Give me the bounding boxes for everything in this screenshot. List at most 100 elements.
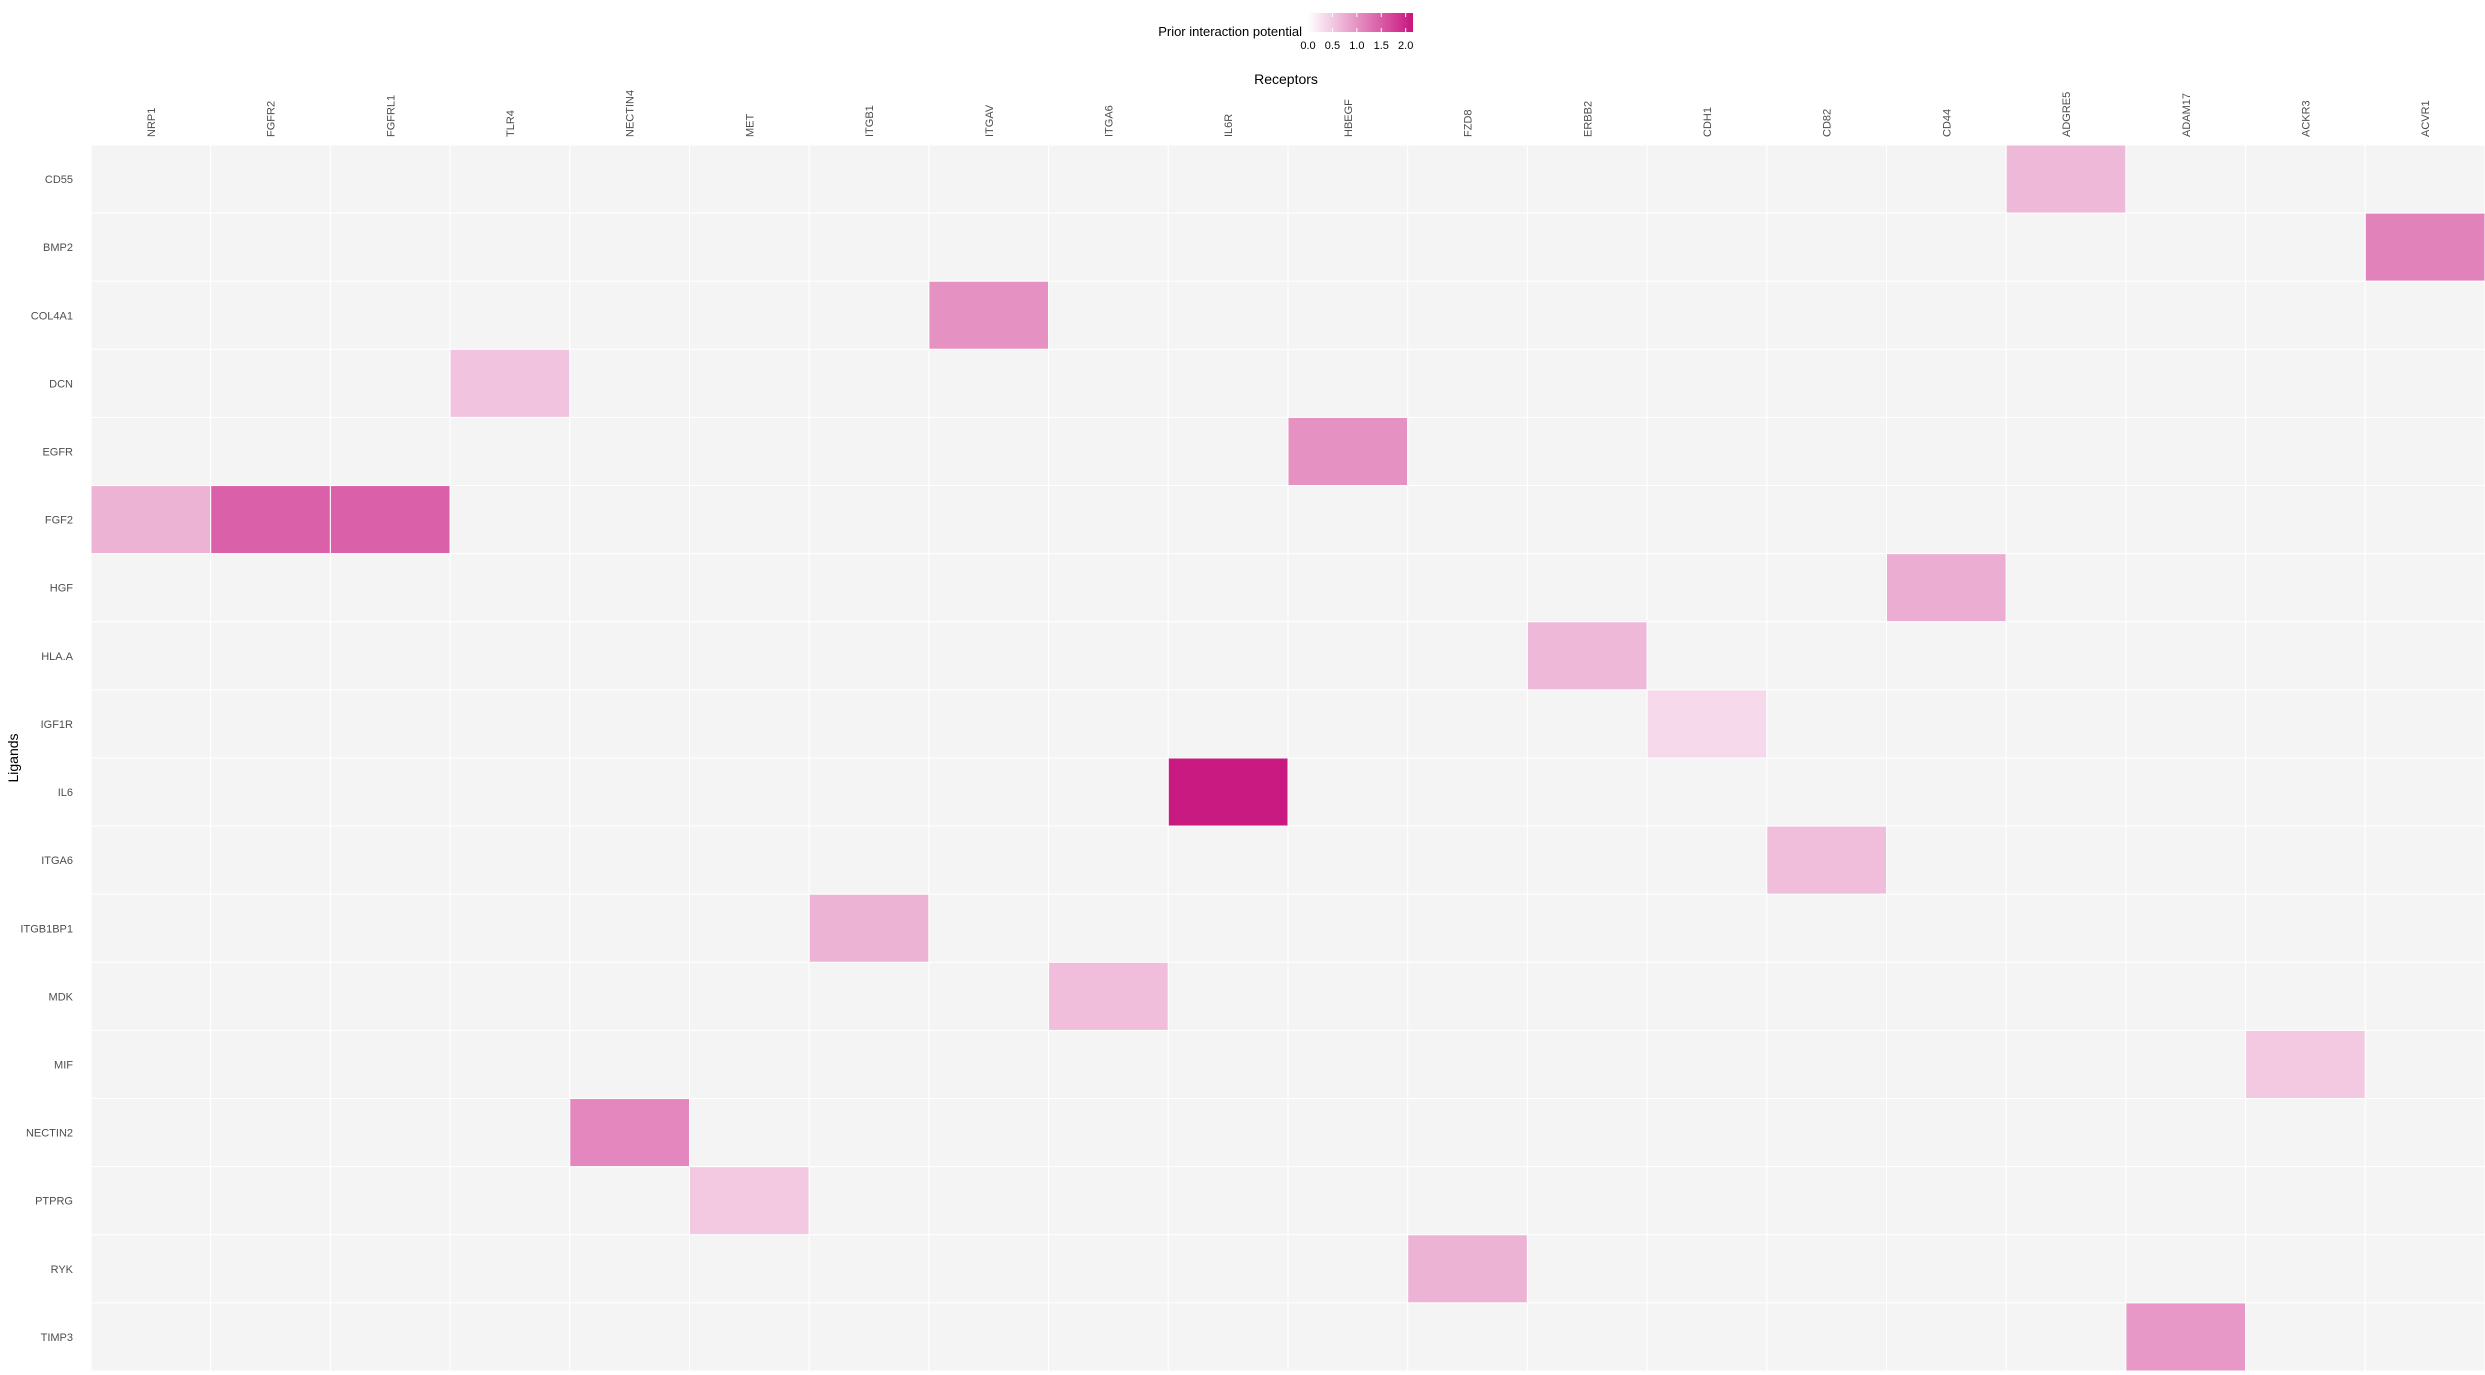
heatmap-cell-empty <box>1048 280 1169 350</box>
heatmap-cell-empty <box>210 280 331 350</box>
y-tick-label: MIF <box>54 1060 73 1072</box>
heatmap-cell-empty <box>808 416 930 487</box>
heatmap-cell-empty <box>449 1166 571 1236</box>
heatmap-cell-empty <box>329 825 451 895</box>
heatmap-cell-empty <box>1766 1098 1888 1168</box>
heatmap-cell-empty <box>2364 689 2485 759</box>
heatmap-cell-empty <box>1766 280 1888 350</box>
heatmap-cell-empty <box>808 1029 930 1100</box>
heatmap-cell-empty <box>2125 757 2247 827</box>
heatmap-cell-empty <box>928 825 1050 895</box>
heatmap-cell-empty <box>928 961 1050 1031</box>
heatmap-cell-empty <box>1048 825 1169 895</box>
heatmap-cell-empty <box>449 1098 571 1168</box>
heatmap-cell-empty <box>2245 1166 2366 1236</box>
heatmap-cell-empty <box>329 1302 451 1372</box>
y-tick-label: ITGB1BP1 <box>20 923 73 935</box>
heatmap-cell-empty <box>928 348 1050 418</box>
heatmap-cell-empty <box>90 757 212 827</box>
heatmap-cell-empty <box>689 1302 810 1372</box>
heatmap-cell-empty <box>1526 689 1648 759</box>
heatmap-cell-empty <box>1048 416 1169 487</box>
heatmap-cell-empty <box>1048 1029 1169 1100</box>
heatmap-cell-empty <box>569 144 690 214</box>
heatmap-cell-empty <box>449 416 571 487</box>
heatmap-cell-empty <box>928 485 1050 555</box>
y-tick-label: RYK <box>51 1264 74 1276</box>
heatmap-cell-empty <box>2245 553 2366 623</box>
heatmap-cell-empty <box>1766 893 1888 963</box>
heatmap-cell-empty <box>1766 348 1888 418</box>
y-axis-title: Ligands <box>5 733 21 782</box>
heatmap-cell-empty <box>689 485 810 555</box>
heatmap-cell-empty <box>2245 825 2366 895</box>
heatmap-cell-empty <box>928 144 1050 214</box>
heatmap-cell-empty <box>1407 893 1528 963</box>
heatmap-cell-empty <box>449 825 571 895</box>
heatmap-cell-empty <box>1526 553 1648 623</box>
heatmap-cell-empty <box>1287 689 1409 759</box>
heatmap-cell-empty <box>808 825 930 895</box>
y-tick-label: CD55 <box>45 174 73 186</box>
heatmap-cell-empty <box>2364 416 2485 487</box>
heatmap-cell-empty <box>1287 1029 1409 1100</box>
heatmap-cell-empty <box>210 348 331 418</box>
heatmap-cell-empty <box>1048 553 1169 623</box>
y-tick-label: IGF1R <box>41 719 73 731</box>
heatmap-cell-empty <box>928 1166 1050 1236</box>
heatmap-cell-empty <box>1646 416 1768 487</box>
x-axis-ticks: NRP1 FGFR2 FGFRL1 TLR4 NECTIN4 MET ITGB1 ITGAV I… <box>146 90 2432 137</box>
heatmap-cell-empty <box>1886 689 2007 759</box>
heatmap-cell-empty <box>2364 961 2485 1031</box>
heatmap-cell-empty <box>1886 893 2007 963</box>
x-tick-label: ADGRE5 <box>2061 92 2073 137</box>
heatmap-cell-empty <box>2125 1166 2247 1236</box>
legend-ticks: 0.0 0.5 1.0 1.5 2.0 <box>1300 13 1413 52</box>
heatmap-cell-empty <box>329 621 451 691</box>
heatmap-cell-empty <box>1287 144 1409 214</box>
heatmap-cell-TIMP3-ADAM17 <box>2125 1302 2247 1372</box>
heatmap-cell-empty <box>2005 825 2127 895</box>
heatmap-cell-empty <box>210 144 331 214</box>
legend: Prior interaction potential 0.0 0.5 1.0 1.5… <box>1158 13 1413 52</box>
heatmap-cell-empty <box>808 1166 930 1236</box>
heatmap-cell-empty <box>2245 348 2366 418</box>
heatmap-cell-empty <box>1287 1166 1409 1236</box>
legend-tick-label: 2.0 <box>1398 40 1413 52</box>
heatmap-cell-empty <box>1048 757 1169 827</box>
heatmap-cell-empty <box>1646 1166 1768 1236</box>
heatmap-cell-empty <box>808 144 930 214</box>
heatmap-cell-empty <box>689 893 810 963</box>
heatmap-cell-empty <box>1287 1234 1409 1304</box>
heatmap-cell-empty <box>569 1234 690 1304</box>
heatmap-cell-empty <box>1167 1098 1289 1168</box>
heatmap-cell-empty <box>1646 1098 1768 1168</box>
heatmap-cell-empty <box>1167 348 1289 418</box>
heatmap-cell-empty <box>689 757 810 827</box>
heatmap-cell-empty <box>1886 485 2007 555</box>
heatmap-cell-empty <box>1766 1029 1888 1100</box>
heatmap-cell-empty <box>1526 961 1648 1031</box>
y-tick-label: COL4A1 <box>31 310 73 322</box>
heatmap-cell-empty <box>1766 621 1888 691</box>
y-tick-label: DCN <box>49 378 73 390</box>
heatmap-cell-empty <box>689 1029 810 1100</box>
x-tick-label: FZD8 <box>1463 110 1475 138</box>
heatmap-cell-empty <box>689 1098 810 1168</box>
heatmap-cell-empty <box>329 961 451 1031</box>
heatmap-cell-empty <box>1167 212 1289 282</box>
y-tick-label: EGFR <box>42 447 73 459</box>
heatmap-cell-HGF-CD44 <box>1886 553 2007 623</box>
heatmap-cell-empty <box>1287 1302 1409 1372</box>
heatmap-cell-empty <box>808 348 930 418</box>
heatmap-cell-empty <box>90 348 212 418</box>
heatmap-cell-empty <box>449 689 571 759</box>
heatmap-cell-empty <box>1407 961 1528 1031</box>
heatmap-cell-empty <box>1407 280 1528 350</box>
heatmap-cell-empty <box>569 825 690 895</box>
heatmap-cell-empty <box>1766 757 1888 827</box>
heatmap-cell-empty <box>1407 689 1528 759</box>
heatmap-cell-empty <box>569 757 690 827</box>
x-tick-label: ITGB1 <box>864 105 876 137</box>
